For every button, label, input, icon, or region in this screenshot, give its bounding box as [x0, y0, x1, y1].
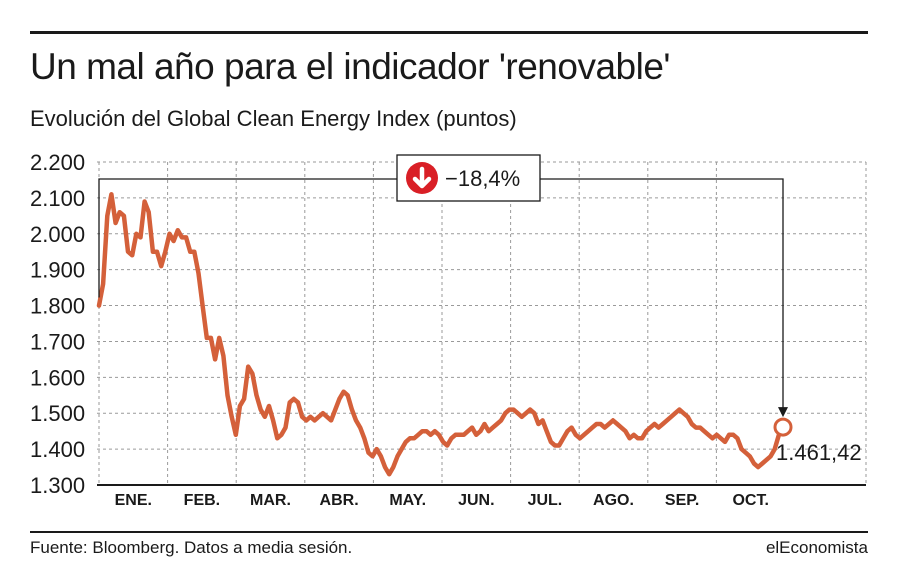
chart-subtitle: Evolución del Global Clean Energy Index … [30, 106, 517, 131]
y-tick-label: 2.100 [30, 186, 85, 211]
y-tick-label: 1.500 [30, 401, 85, 426]
y-tick-label: 2.200 [30, 150, 85, 175]
y-tick-label: 1.700 [30, 329, 85, 354]
brand-logo: elEconomista [765, 538, 868, 557]
y-tick-label: 1.400 [30, 437, 85, 462]
change-label: −18,4% [445, 166, 520, 191]
bottom-rule [30, 531, 868, 533]
y-tick-label: 1.900 [30, 258, 85, 283]
x-tick-label: OCT. [732, 492, 768, 509]
series-line [96, 192, 786, 477]
last-value-label: 1.461,42 [776, 440, 862, 465]
x-tick-label: JUN. [458, 492, 494, 509]
y-tick-label: 1.300 [30, 473, 85, 498]
x-tick-label: FEB. [184, 492, 220, 509]
y-tick-label: 1.800 [30, 294, 85, 319]
x-axis-ticks: ENE. FEB. MAR. ABR. MAY. JUN. JUL. AGO. SEP. OCT. [115, 492, 769, 509]
change-annotation: −18,4% [396, 154, 541, 202]
y-tick-label: 1.600 [30, 365, 85, 390]
x-tick-label: ENE. [115, 492, 152, 509]
grid [97, 161, 867, 486]
line-chart: 1.300 1.400 1.500 1.600 1.700 1.800 1.900 2.000… [30, 150, 867, 509]
x-tick-label: MAR. [250, 492, 291, 509]
x-tick-label: SEP. [665, 492, 699, 509]
top-rule [30, 31, 868, 34]
last-value-marker [773, 417, 793, 437]
x-tick-label: MAY. [389, 492, 426, 509]
x-tick-label: ABR. [320, 492, 359, 509]
page-title: Un mal año para el indicador 'renovable' [30, 46, 670, 87]
y-axis-ticks: 1.300 1.400 1.500 1.600 1.700 1.800 1.900 2.000… [30, 150, 85, 498]
x-tick-label: JUL. [528, 492, 563, 509]
source-note: Fuente: Bloomberg. Datos a media sesión. [30, 538, 353, 557]
y-tick-label: 2.000 [30, 222, 85, 247]
arrow-head [778, 407, 788, 418]
down-arrow-glyph [412, 166, 432, 189]
x-tick-label: AGO. [593, 492, 634, 509]
